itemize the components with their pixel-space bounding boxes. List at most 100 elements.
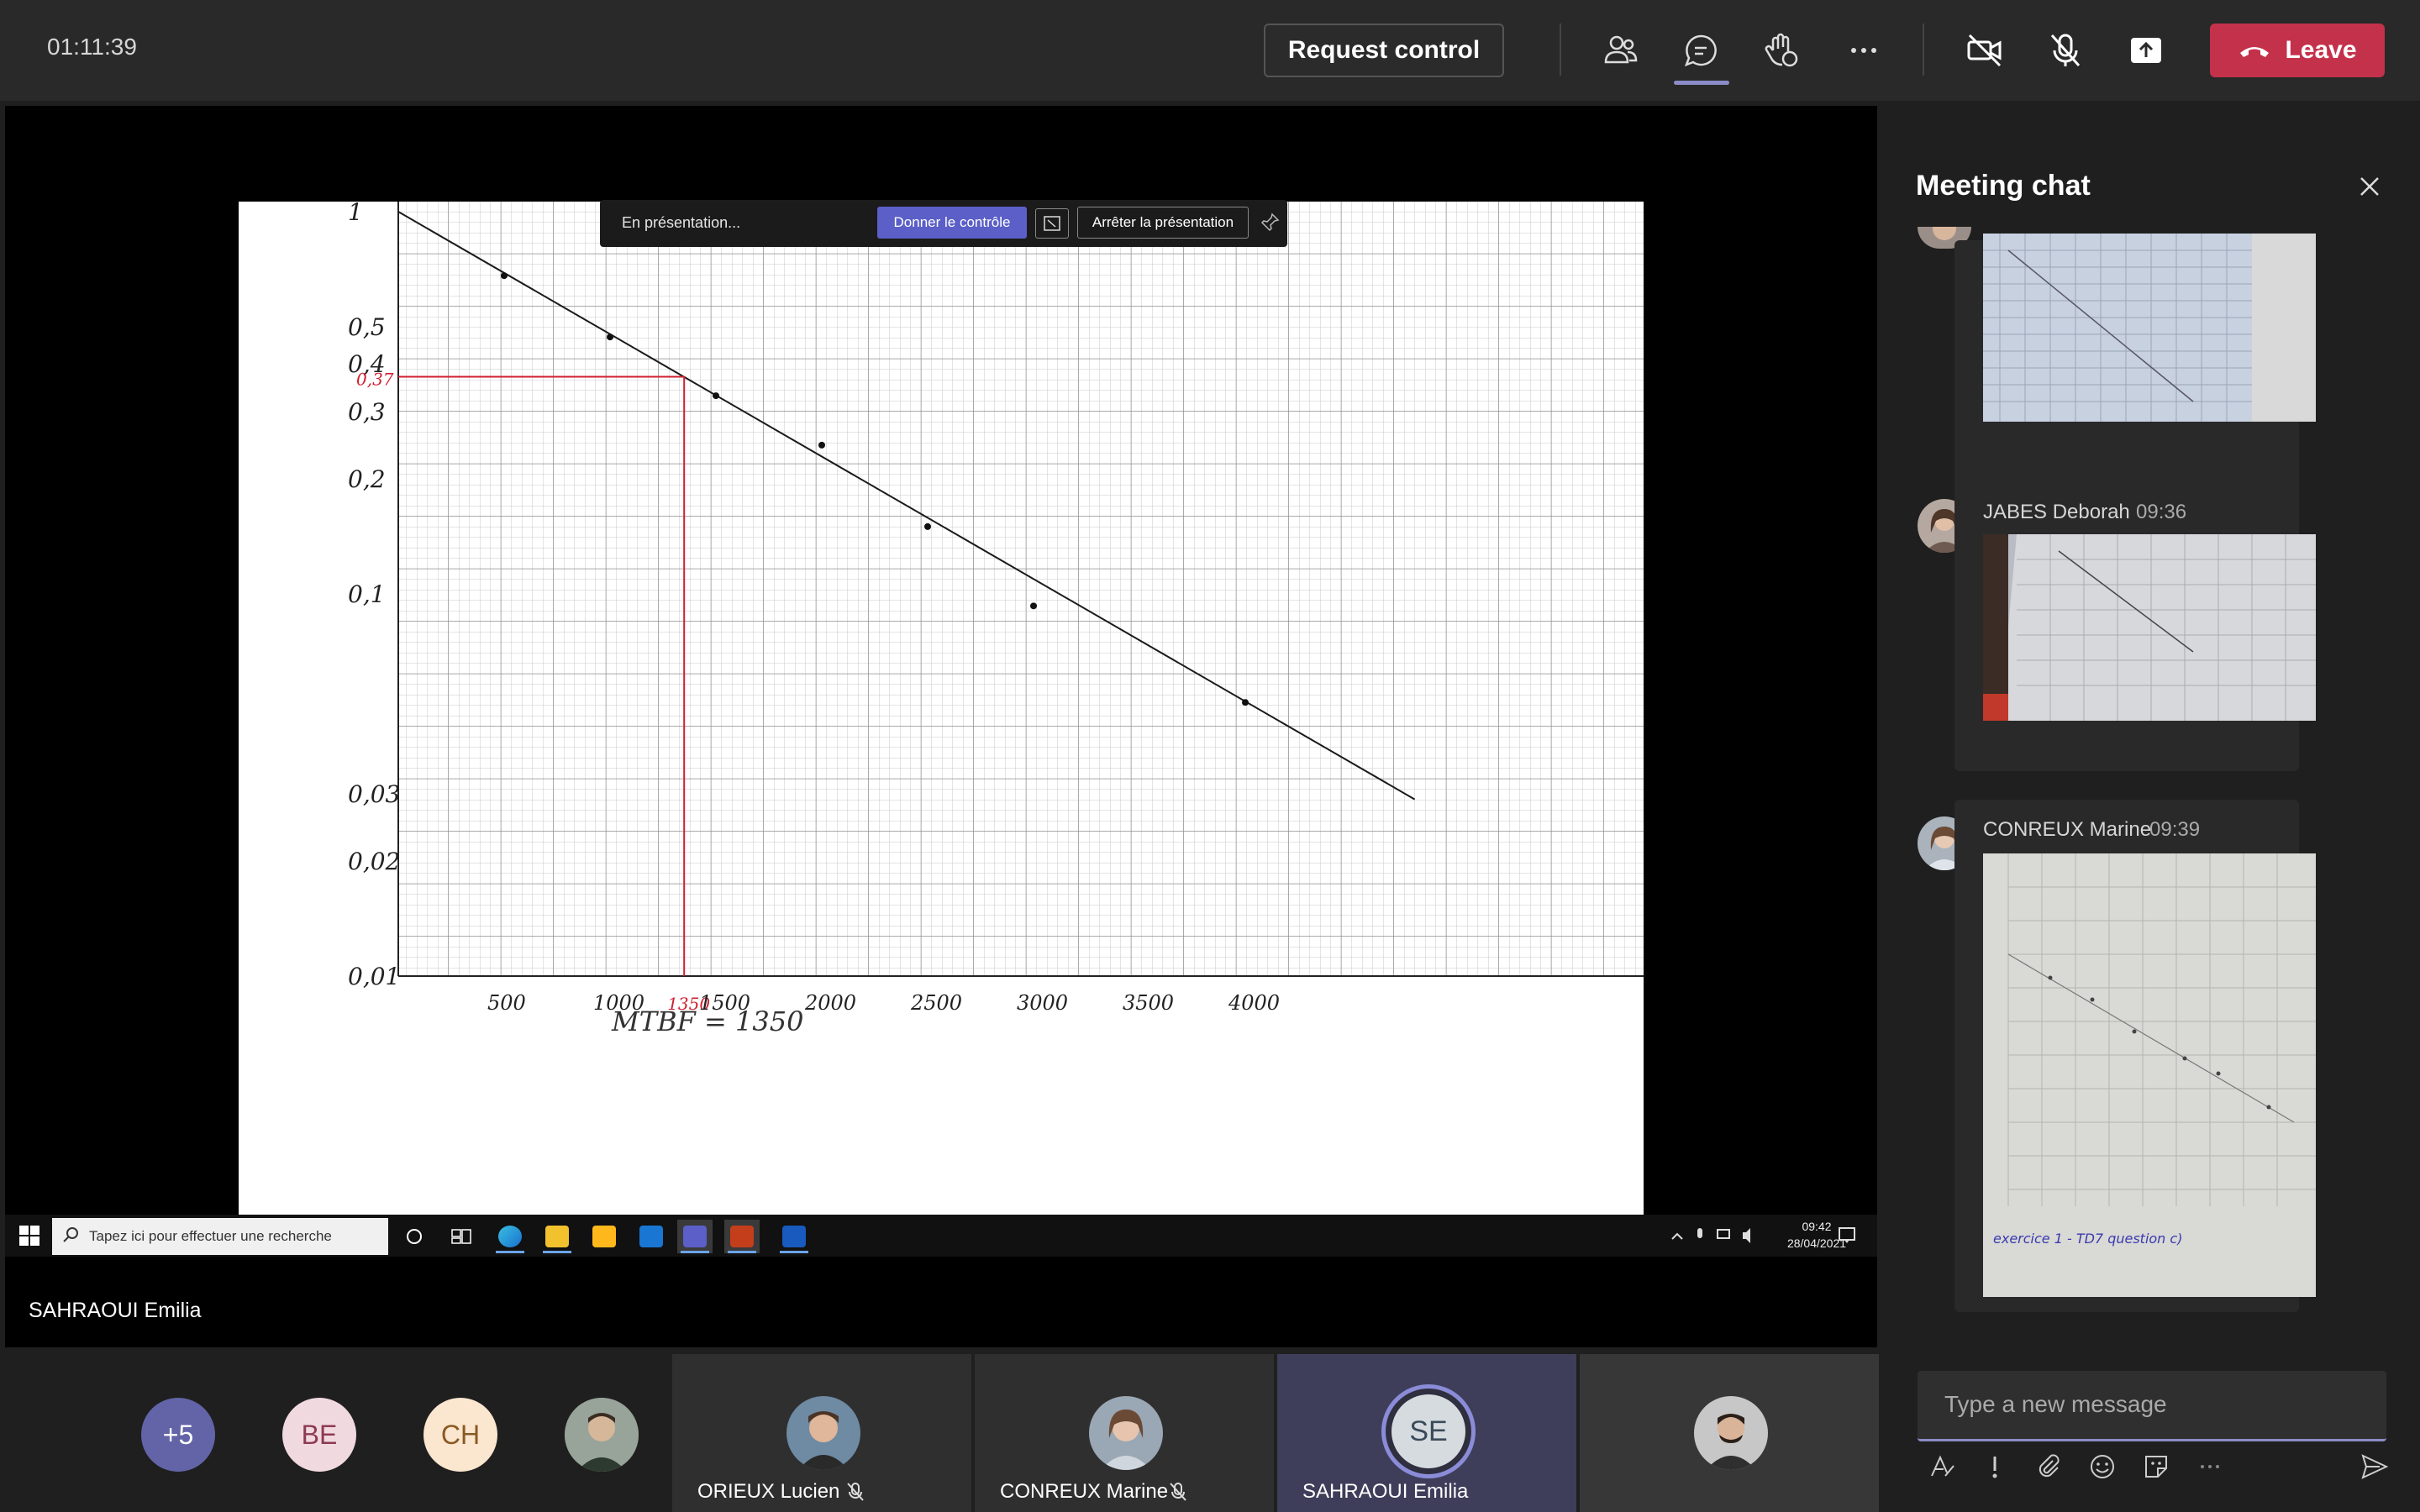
mail-icon[interactable] — [634, 1220, 669, 1253]
data-point-2 — [607, 333, 613, 341]
y-tick-label: 0,4 — [348, 350, 386, 378]
more-icon[interactable] — [1839, 25, 1889, 76]
sticker-icon[interactable] — [2139, 1450, 2173, 1483]
person-photo-icon — [565, 1398, 639, 1472]
clock-time: 09:42 — [1802, 1220, 1832, 1233]
close-icon[interactable] — [2354, 171, 2385, 202]
raise-hand-icon[interactable] — [1756, 25, 1807, 76]
speaking-ring: SE — [1381, 1384, 1476, 1478]
mtbf-annotation: MTBF = 1350 — [611, 1005, 803, 1037]
participant-tile-sahraoui[interactable]: SE SAHRAOUI Emilia — [1277, 1354, 1576, 1512]
chat-message-input[interactable] — [1918, 1371, 2386, 1441]
x-tick-label: 500 — [487, 991, 526, 1015]
mic-off-icon — [1170, 1483, 1186, 1501]
data-point-6 — [1030, 602, 1037, 610]
participant-name: ORIEUX Lucien — [697, 1480, 840, 1503]
shared-screen-stage: 1 0,5 0,4 0,37 0,3 0,2 0,1 0,03 0,02 0,01 500 1000… — [5, 106, 1877, 1347]
toolbar-divider — [1560, 24, 1561, 76]
cortana-icon[interactable] — [397, 1220, 432, 1253]
attach-icon[interactable] — [2032, 1450, 2065, 1483]
more-participants-button[interactable]: +5 — [141, 1398, 215, 1472]
meeting-top-bar: 01:11:39 Request control Leave — [0, 0, 2420, 101]
leave-button[interactable]: Leave — [2210, 24, 2385, 77]
data-point-3 — [713, 392, 719, 400]
windows-start-icon[interactable] — [18, 1225, 40, 1247]
send-icon[interactable] — [2358, 1450, 2391, 1483]
mic-off-icon[interactable] — [2040, 25, 2091, 76]
participant-photo-avatar[interactable] — [565, 1398, 639, 1472]
photo-caption: exercice 1 - TD7 question c) — [1993, 1231, 2182, 1247]
major-grid — [398, 202, 1644, 976]
semilog-graph: 1 0,5 0,40,37 0,3 0,2 0,1 0,03 0,02 0,01 500 1000… — [348, 202, 1644, 1037]
chat-icon[interactable] — [1676, 25, 1726, 76]
search-icon — [63, 1227, 78, 1242]
chat-title: Meeting chat — [1916, 170, 2091, 202]
graph-marks — [397, 202, 1644, 977]
data-point-5 — [924, 522, 931, 530]
more-options-icon[interactable] — [2193, 1450, 2227, 1483]
request-control-button[interactable]: Request control — [1264, 24, 1504, 77]
x-tick-label: 1000 — [593, 991, 644, 1015]
teams-icon[interactable] — [677, 1220, 713, 1253]
windows-search-box[interactable]: Tapez ici pour effectuer une recherche — [52, 1218, 388, 1255]
participant-avatar-be[interactable]: BE — [282, 1398, 356, 1472]
presentation-toolbar: En présentation... Donner le contrôle Ar… — [600, 200, 1287, 247]
emoji-icon[interactable] — [2086, 1450, 2119, 1483]
x-tick-label: 2000 — [804, 991, 856, 1015]
leave-label: Leave — [2285, 36, 2357, 64]
x-tick-label: 1350 — [667, 994, 710, 1014]
file-explorer-icon[interactable] — [539, 1220, 575, 1253]
data-point-4 — [818, 441, 825, 449]
chat-message-3: CONREUX Marine 09:39 exercice 1 - TD7 qu… — [1954, 800, 2316, 1312]
x-tick-label: 1500 — [699, 991, 750, 1015]
x-tick-label: 3500 — [1123, 991, 1174, 1015]
stop-presenting-button[interactable]: Arrêter la présentation — [1077, 207, 1249, 239]
participant-tile-orieux[interactable]: ORIEUX Lucien — [672, 1354, 971, 1512]
y-tick-label: 0,02 — [348, 848, 400, 875]
x-tick-label: 4000 — [1228, 991, 1280, 1015]
presenter-name-label: SAHRAOUI Emilia — [29, 1299, 202, 1322]
participant-name: CONREUX Marine — [1000, 1480, 1169, 1503]
photo-graph-3[interactable]: exercice 1 - TD7 question c) — [1983, 853, 2316, 1297]
edge-icon[interactable] — [492, 1220, 528, 1253]
hang-up-icon — [2240, 47, 2270, 57]
windows-clock[interactable]: 09:42 28/04/2021 — [1783, 1218, 1850, 1252]
x-tick-label: 3000 — [1017, 991, 1068, 1015]
give-control-button[interactable]: Donner le contrôle — [877, 207, 1027, 239]
share-tray-icon[interactable] — [2121, 25, 2171, 76]
y-tick-label: 0,3 — [348, 398, 386, 426]
participant-photo-conreux — [1089, 1396, 1163, 1470]
participant-photo-unnamed — [1694, 1396, 1768, 1470]
important-icon[interactable] — [1978, 1450, 2012, 1483]
participant-name: SAHRAOUI Emilia — [1302, 1480, 1469, 1503]
x-tick-label: 2500 — [910, 991, 962, 1015]
camera-off-icon[interactable] — [1960, 25, 2010, 76]
meeting-chat-panel: Meeting chat JABES Deborah 09:36 — [1882, 101, 2420, 1512]
participant-tile-unnamed[interactable] — [1580, 1354, 1879, 1512]
shared-graph-paper: 1 0,5 0,4 0,37 0,3 0,2 0,1 0,03 0,02 0,01 500 1000… — [239, 202, 1644, 1215]
word-icon[interactable] — [776, 1220, 812, 1253]
photo-graph-2[interactable] — [1983, 534, 2316, 721]
people-icon[interactable] — [1595, 25, 1645, 76]
participant-tile-conreux[interactable]: CONREUX Marine — [975, 1354, 1274, 1512]
message-time: 09:39 — [2149, 818, 2201, 841]
system-tray-icons[interactable] — [1667, 1223, 1793, 1248]
pin-icon[interactable] — [1259, 212, 1281, 234]
data-point-1 — [501, 272, 508, 280]
participant-avatar-ch[interactable]: CH — [424, 1398, 497, 1472]
notification-center-icon[interactable] — [1837, 1225, 1857, 1245]
message-sender: CONREUX Marine — [1983, 818, 2152, 841]
chat-active-indicator — [1674, 81, 1729, 85]
powerpoint-icon[interactable] — [724, 1220, 760, 1253]
y-tick-label: 0,03 — [348, 780, 400, 808]
store-icon[interactable] — [587, 1220, 622, 1253]
y-tick-label: 0,37 — [356, 369, 394, 389]
y-tick-label: 0,5 — [348, 313, 386, 341]
message-text-field[interactable] — [1918, 1371, 2386, 1438]
task-view-icon[interactable] — [444, 1220, 479, 1253]
y-tick-label: 1 — [348, 202, 363, 226]
format-icon[interactable] — [1926, 1450, 1960, 1483]
participant-photo-orieux — [786, 1396, 860, 1470]
photo-graph-1[interactable] — [1983, 234, 2316, 422]
screen-select-icon[interactable] — [1035, 208, 1069, 239]
